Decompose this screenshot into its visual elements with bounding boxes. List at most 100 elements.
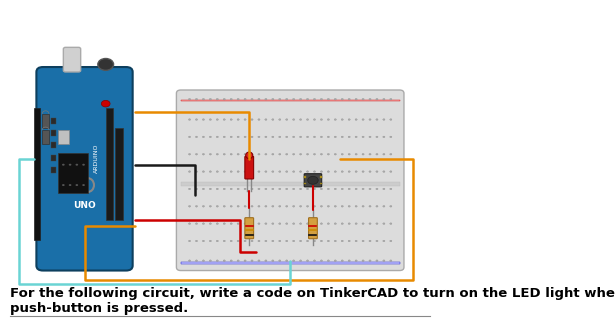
Circle shape <box>251 98 253 100</box>
Circle shape <box>306 119 309 120</box>
Circle shape <box>327 98 330 100</box>
Circle shape <box>202 206 205 207</box>
Circle shape <box>369 98 371 100</box>
Circle shape <box>334 154 336 155</box>
Circle shape <box>251 136 253 138</box>
Circle shape <box>334 206 336 207</box>
Circle shape <box>251 171 253 172</box>
Circle shape <box>272 223 274 224</box>
Circle shape <box>390 206 392 207</box>
Circle shape <box>195 119 198 120</box>
Circle shape <box>258 171 260 172</box>
Circle shape <box>223 171 225 172</box>
Circle shape <box>299 206 302 207</box>
FancyBboxPatch shape <box>176 90 404 270</box>
Circle shape <box>278 119 281 120</box>
Bar <box>51 130 55 136</box>
Circle shape <box>306 188 309 190</box>
Circle shape <box>390 188 392 190</box>
Circle shape <box>348 260 351 261</box>
Circle shape <box>341 154 343 155</box>
Circle shape <box>223 260 225 261</box>
Circle shape <box>209 136 211 138</box>
Circle shape <box>237 119 239 120</box>
Circle shape <box>320 136 323 138</box>
Circle shape <box>376 98 378 100</box>
Circle shape <box>306 223 309 224</box>
Circle shape <box>251 119 253 120</box>
Circle shape <box>369 188 371 190</box>
Circle shape <box>376 260 378 261</box>
Circle shape <box>223 223 225 224</box>
Circle shape <box>306 98 309 100</box>
Bar <box>51 118 55 124</box>
Circle shape <box>216 206 219 207</box>
Circle shape <box>216 260 219 261</box>
Circle shape <box>362 188 364 190</box>
Circle shape <box>244 206 246 207</box>
Circle shape <box>216 119 219 120</box>
Circle shape <box>209 188 211 190</box>
Circle shape <box>272 119 274 120</box>
Circle shape <box>237 206 239 207</box>
Circle shape <box>299 119 302 120</box>
Circle shape <box>293 188 294 190</box>
Circle shape <box>230 98 232 100</box>
Bar <box>51 142 55 148</box>
Circle shape <box>306 171 309 172</box>
Circle shape <box>362 206 364 207</box>
Circle shape <box>341 206 343 207</box>
Circle shape <box>341 119 343 120</box>
Circle shape <box>265 188 267 190</box>
Circle shape <box>251 154 253 155</box>
Circle shape <box>76 164 78 166</box>
Circle shape <box>314 240 315 242</box>
Circle shape <box>369 171 371 172</box>
Circle shape <box>237 240 239 242</box>
Circle shape <box>376 119 378 120</box>
Circle shape <box>314 206 315 207</box>
Circle shape <box>202 154 205 155</box>
Circle shape <box>278 188 281 190</box>
Circle shape <box>195 206 198 207</box>
Circle shape <box>237 260 239 261</box>
Circle shape <box>314 98 315 100</box>
Bar <box>51 167 55 173</box>
Circle shape <box>348 98 351 100</box>
Circle shape <box>101 100 110 107</box>
Circle shape <box>293 154 294 155</box>
Circle shape <box>376 188 378 190</box>
Bar <box>34 108 40 240</box>
Circle shape <box>202 98 205 100</box>
Circle shape <box>376 206 378 207</box>
Circle shape <box>390 260 392 261</box>
Circle shape <box>341 188 343 190</box>
Circle shape <box>362 119 364 120</box>
Circle shape <box>188 119 190 120</box>
Circle shape <box>390 154 392 155</box>
Circle shape <box>355 119 357 120</box>
Circle shape <box>286 188 288 190</box>
FancyBboxPatch shape <box>36 67 132 270</box>
Circle shape <box>244 98 246 100</box>
Circle shape <box>320 98 323 100</box>
Circle shape <box>348 154 351 155</box>
Circle shape <box>314 171 315 172</box>
Circle shape <box>69 164 71 166</box>
Circle shape <box>195 136 198 138</box>
Circle shape <box>244 154 246 155</box>
Circle shape <box>265 136 267 138</box>
Bar <box>180 182 400 186</box>
Circle shape <box>244 171 246 172</box>
Circle shape <box>286 119 288 120</box>
Circle shape <box>334 223 336 224</box>
Circle shape <box>293 260 294 261</box>
Circle shape <box>383 136 385 138</box>
Circle shape <box>258 260 260 261</box>
Circle shape <box>278 223 281 224</box>
Circle shape <box>286 136 288 138</box>
Circle shape <box>369 119 371 120</box>
Circle shape <box>244 260 246 261</box>
Circle shape <box>265 206 267 207</box>
Circle shape <box>83 184 85 186</box>
